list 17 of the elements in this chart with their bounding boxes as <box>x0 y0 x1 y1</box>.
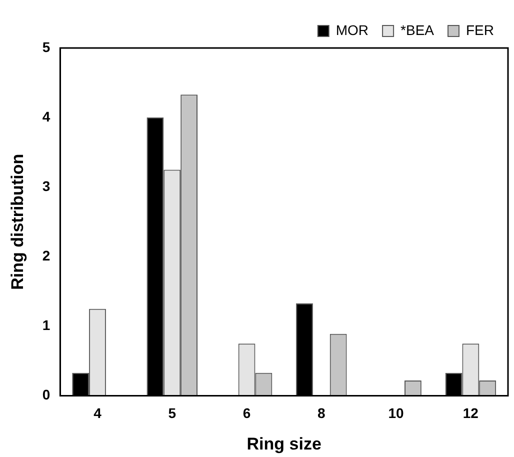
y-tick-label: 4 <box>42 108 50 124</box>
x-tick-label: 5 <box>168 405 176 422</box>
y-tick-label: 5 <box>42 38 50 55</box>
legend-label: MOR <box>336 22 369 38</box>
x-axis-title: Ring size <box>246 434 322 454</box>
x-tick-label: 8 <box>318 405 326 422</box>
legend-label: FER <box>466 22 494 38</box>
y-tick-label: 1 <box>42 317 50 334</box>
x-tick-label: 4 <box>94 405 102 422</box>
y-tick-label: 3 <box>42 178 50 194</box>
x-tick-label: 12 <box>462 405 479 422</box>
y-tick-label: 2 <box>42 248 50 264</box>
legend-label: *BEA <box>400 22 435 38</box>
x-tick-label: 10 <box>388 405 404 422</box>
x-tick-label: 6 <box>242 405 251 422</box>
y-axis-title: Ring distribution <box>8 154 27 290</box>
y-tick-label: 0 <box>42 386 50 403</box>
